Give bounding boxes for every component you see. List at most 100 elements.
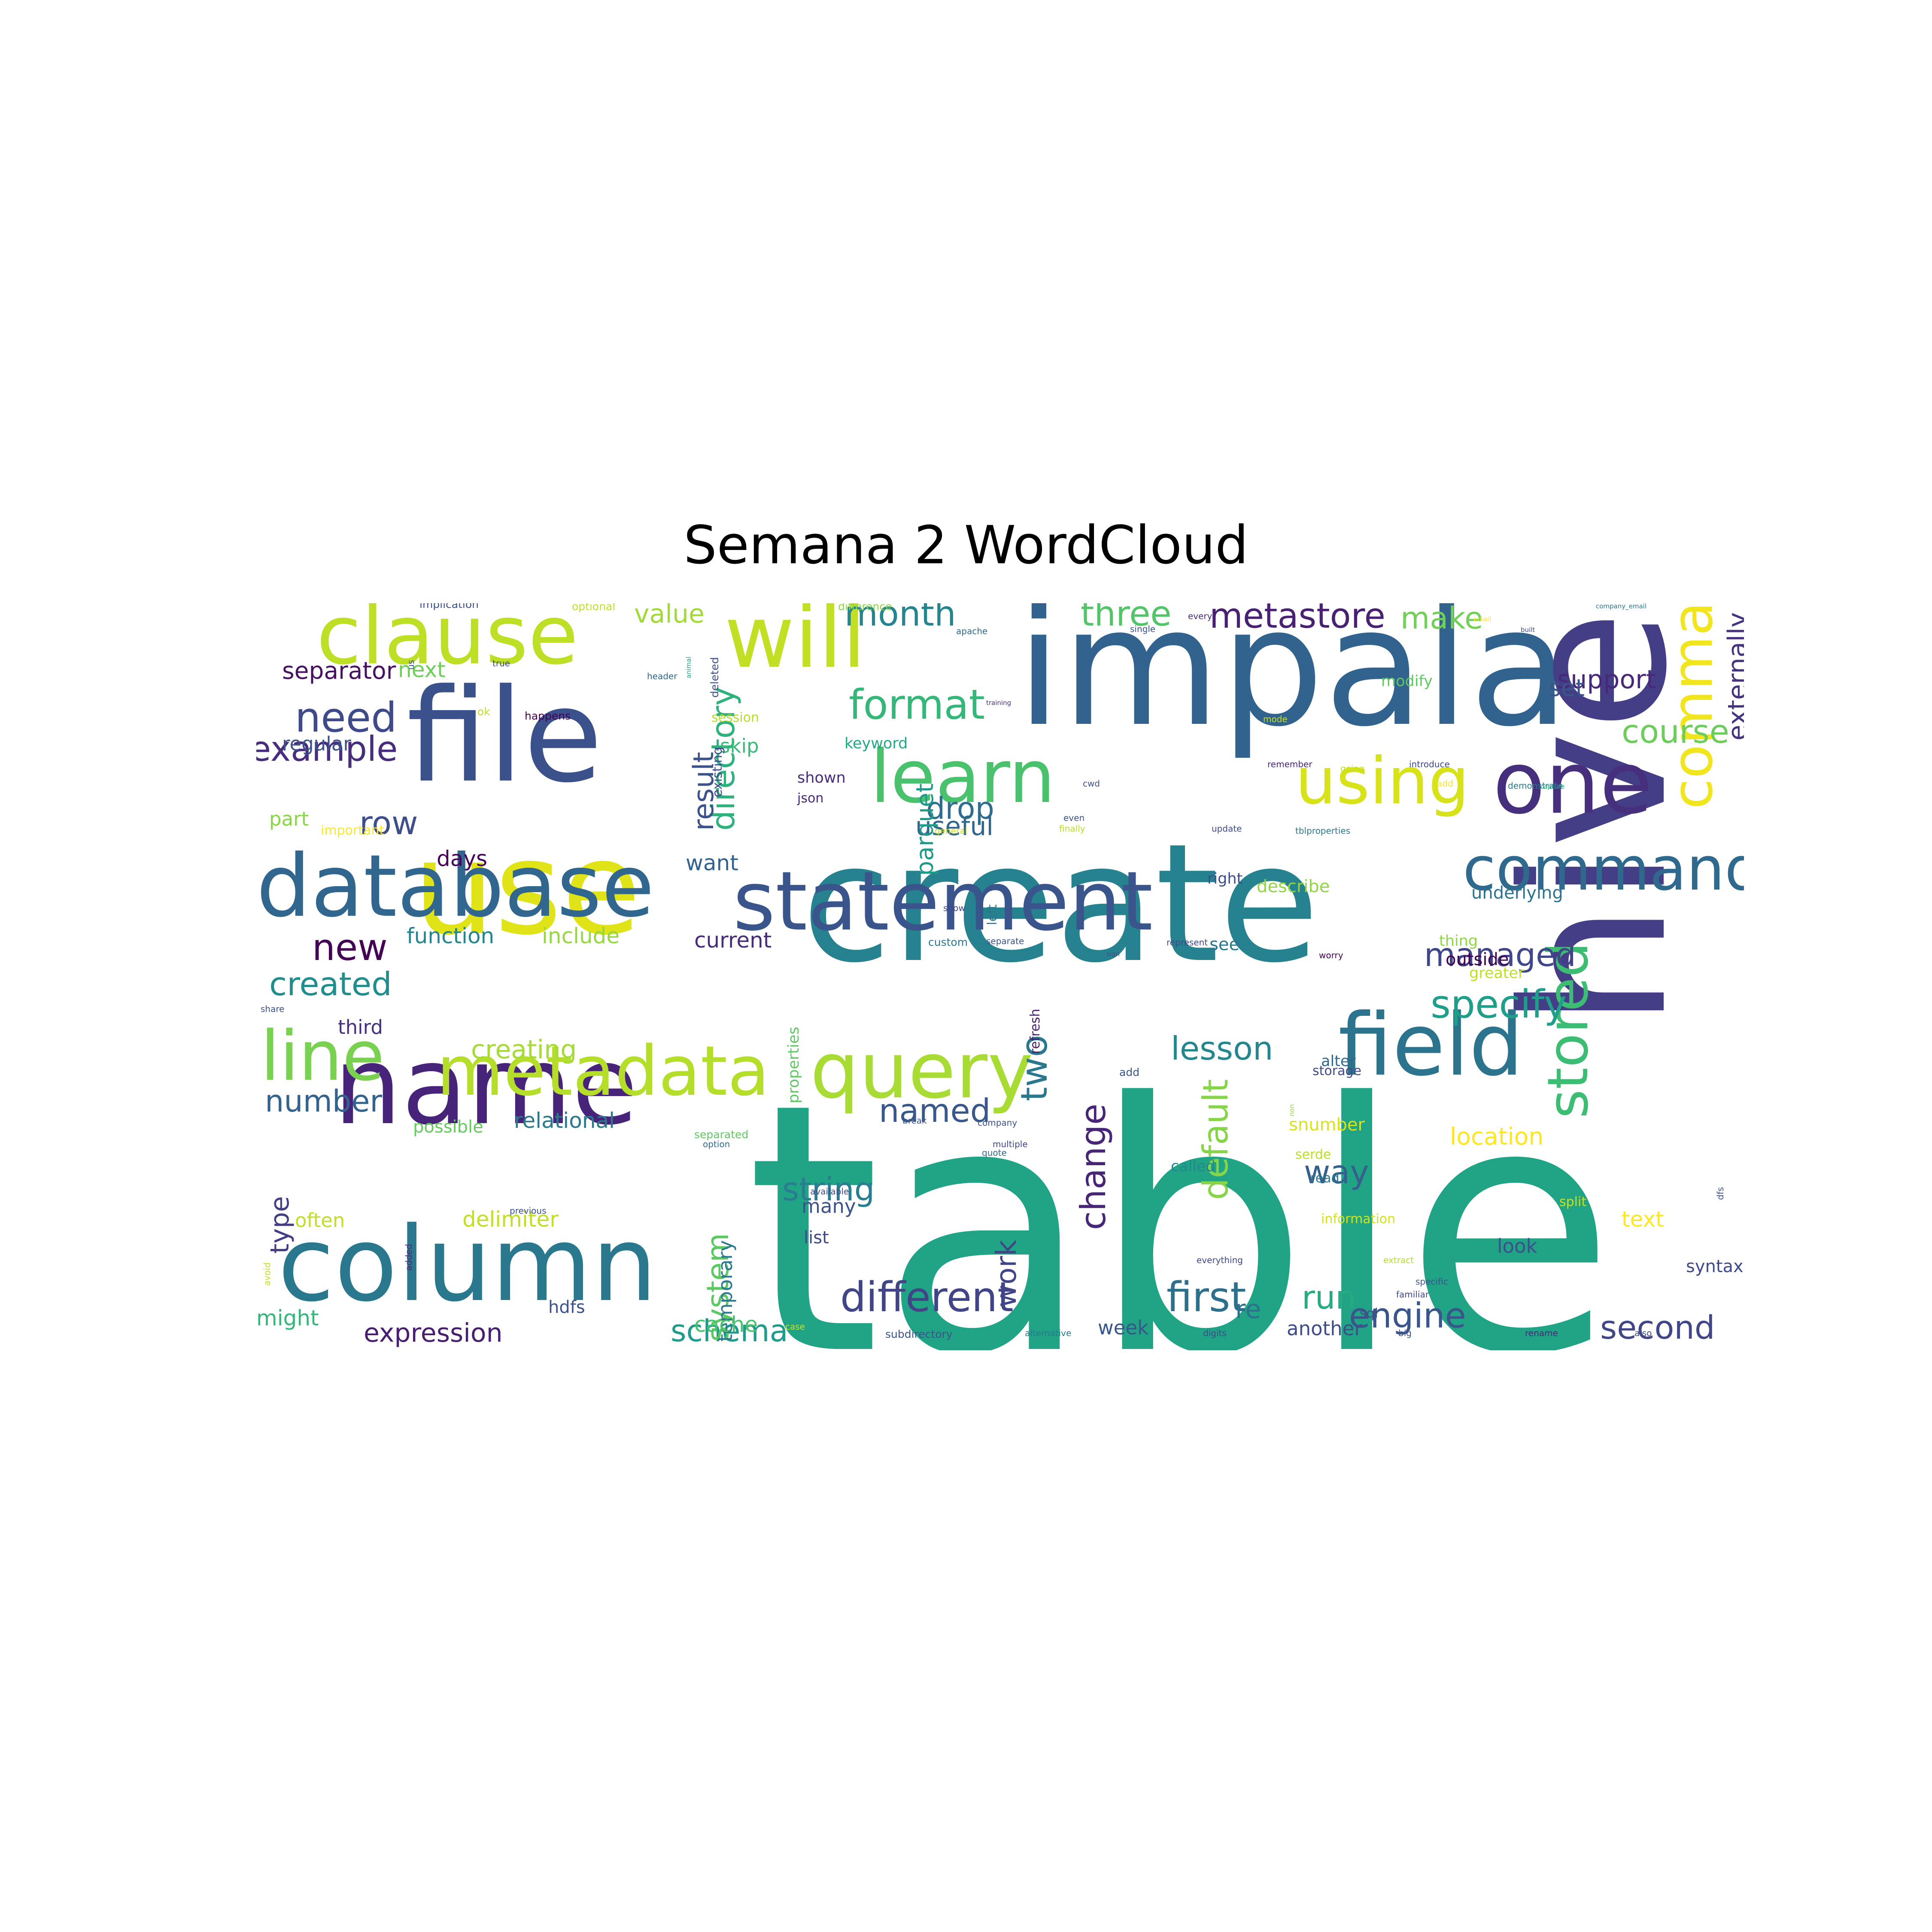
cloud-word: training bbox=[986, 699, 1012, 707]
cloud-word: subdirectory bbox=[885, 1328, 953, 1340]
cloud-word: important bbox=[321, 823, 385, 838]
cloud-word: hdfs bbox=[548, 1297, 585, 1317]
cloud-word: ok bbox=[477, 705, 490, 718]
cloud-word: managed bbox=[1424, 936, 1576, 974]
cloud-word: separated bbox=[694, 1128, 749, 1141]
cloud-word: three bbox=[1081, 603, 1172, 634]
cloud-word: share bbox=[261, 1004, 285, 1014]
cloud-word: previous bbox=[510, 1206, 547, 1216]
cloud-word: read bbox=[1310, 1171, 1340, 1186]
cloud-word: support bbox=[1557, 665, 1656, 695]
cloud-word: statement bbox=[733, 854, 1153, 949]
cloud-word: number bbox=[265, 1084, 383, 1119]
cloud-word: existing bbox=[710, 747, 725, 797]
cloud-word: avoid bbox=[262, 1262, 272, 1286]
cloud-word: another bbox=[1287, 1317, 1362, 1340]
cloud-word: text bbox=[1622, 1207, 1664, 1232]
cloud-word: look bbox=[1497, 1235, 1537, 1258]
cloud-word: every bbox=[1188, 611, 1212, 621]
cloud-word: difference bbox=[838, 603, 892, 613]
cloud-word: skip bbox=[720, 735, 759, 757]
cloud-word: relational bbox=[514, 1108, 615, 1133]
cloud-word: json bbox=[797, 791, 824, 806]
cloud-word: month bbox=[844, 603, 956, 634]
cloud-word: value bbox=[634, 603, 705, 629]
cloud-word: file bbox=[407, 661, 603, 811]
cloud-word: location bbox=[1450, 1123, 1544, 1150]
cloud-word: capture bbox=[1540, 783, 1565, 790]
cloud-word: separator bbox=[282, 657, 396, 684]
cloud-word: add bbox=[1437, 778, 1453, 789]
cloud-word: field bbox=[1338, 995, 1524, 1095]
word-cloud: table create impala file use statement hive nam… bbox=[256, 603, 1744, 1350]
cloud-word: introduce bbox=[1409, 759, 1450, 769]
cloud-word: apache bbox=[956, 626, 988, 636]
cloud-word: keyword bbox=[844, 735, 908, 752]
cloud-word: multiple bbox=[993, 1139, 1028, 1149]
cloud-word: create bbox=[802, 808, 1320, 999]
cloud-word: us bbox=[406, 659, 416, 670]
cloud-word: first bbox=[1166, 1274, 1246, 1321]
cloud-word: single bbox=[1130, 624, 1156, 634]
cloud-word: column bbox=[278, 1204, 657, 1324]
cloud-word: table bbox=[746, 1030, 1616, 1350]
cloud-word: update bbox=[1212, 823, 1242, 834]
cloud-word: worry bbox=[1319, 950, 1343, 960]
cloud-word: use bbox=[413, 814, 641, 963]
cloud-word: syntax bbox=[1686, 1257, 1744, 1276]
cloud-word: company bbox=[978, 1118, 1018, 1128]
cloud-word: function bbox=[407, 923, 495, 948]
cloud-word: even bbox=[1063, 813, 1085, 823]
cloud-word: third bbox=[338, 1016, 383, 1039]
cloud-word: snumber bbox=[1289, 1115, 1365, 1135]
cloud-word: built bbox=[1521, 626, 1535, 634]
cloud-word: often bbox=[295, 1209, 345, 1232]
cloud-word: part bbox=[269, 808, 309, 830]
cloud-word: might bbox=[256, 1306, 319, 1331]
cloud-word: list bbox=[804, 1228, 829, 1248]
cloud-word: animal bbox=[685, 656, 693, 678]
cloud-word: implication bbox=[419, 603, 479, 611]
cloud-word: non bbox=[1288, 1104, 1296, 1116]
cloud-word: general bbox=[935, 826, 968, 836]
cloud-word: left bbox=[985, 904, 1000, 925]
cloud-word: externally bbox=[1722, 612, 1744, 741]
cloud-word: way bbox=[1304, 1153, 1369, 1191]
cloud-word: created bbox=[269, 965, 392, 1003]
cloud-word: storage bbox=[1312, 1063, 1361, 1078]
cloud-word: happens bbox=[525, 710, 571, 722]
cloud-word: specific bbox=[1416, 1276, 1448, 1287]
cloud-word: set bbox=[1549, 674, 1585, 702]
cloud-word: format bbox=[849, 681, 985, 729]
cloud-word: add bbox=[1119, 1066, 1140, 1078]
cloud-word: days bbox=[437, 846, 488, 871]
cloud-word: useful bbox=[915, 811, 994, 841]
cloud-word: name bbox=[334, 1024, 638, 1148]
cloud-word: information bbox=[1321, 1212, 1396, 1227]
cloud-word: break bbox=[902, 1115, 927, 1126]
cloud-word: want bbox=[686, 851, 738, 875]
cloud-word: include bbox=[542, 923, 620, 948]
cloud-word: going bbox=[1340, 763, 1364, 774]
cloud-word: company_email bbox=[1596, 603, 1647, 610]
cloud-word: change bbox=[1073, 1103, 1113, 1230]
cloud-word: show bbox=[943, 903, 966, 913]
cloud-word: default bbox=[1196, 1079, 1236, 1200]
cloud-word: deleted bbox=[708, 657, 721, 698]
cloud-word: run bbox=[1302, 1279, 1356, 1316]
cloud-word: learn bbox=[870, 735, 1055, 820]
cloud-word: will bbox=[724, 603, 866, 687]
cloud-word: drop bbox=[926, 791, 994, 826]
cloud-word: underlying bbox=[1471, 883, 1563, 903]
cloud-word: right bbox=[1207, 870, 1243, 887]
cloud-word: alter bbox=[1321, 1053, 1356, 1070]
cloud-word: serde bbox=[1295, 1147, 1331, 1162]
cloud-word: available bbox=[810, 1186, 849, 1197]
cloud-word: true bbox=[492, 658, 510, 668]
cloud-word: familiar bbox=[1396, 1289, 1429, 1300]
cloud-word: called bbox=[1171, 1158, 1215, 1175]
cloud-word: current bbox=[694, 928, 772, 953]
cloud-word: re bbox=[1235, 1294, 1261, 1324]
cloud-word: metadata bbox=[437, 1031, 770, 1111]
